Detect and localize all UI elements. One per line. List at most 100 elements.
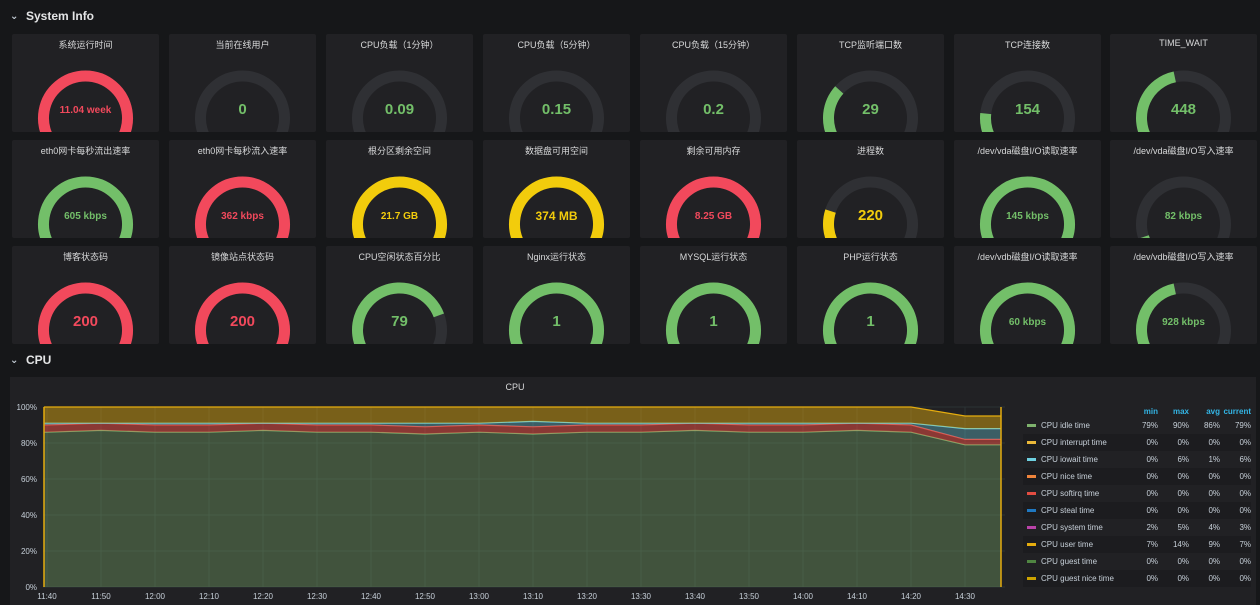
legend-swatch-icon[interactable]: [1027, 492, 1036, 495]
gauge-title[interactable]: 系统运行时间: [58, 40, 113, 50]
legend-swatch-icon[interactable]: [1027, 543, 1036, 546]
legend-swatch-icon[interactable]: [1027, 424, 1036, 427]
gauge-title[interactable]: 当前在线用户: [215, 40, 270, 50]
gauge-panel[interactable]: /dev/vda磁盘I/O读取速率 145 kbps: [954, 140, 1101, 238]
legend-value-max: 0%: [1177, 557, 1189, 566]
gauge-panel[interactable]: TCP连接数 154: [954, 34, 1101, 132]
legend-col-current[interactable]: current: [1223, 406, 1251, 416]
gauge-title[interactable]: 根分区剩余空间: [367, 146, 431, 156]
legend-item[interactable]: CPU system time 2% 5% 4% 3%: [1023, 519, 1251, 536]
gauge-title[interactable]: 博客状态码: [62, 252, 108, 262]
gauge-panel[interactable]: 数据盘可用空间 374 MB: [483, 140, 630, 238]
legend-label: CPU user time: [1041, 540, 1094, 549]
gauge-title[interactable]: 数据盘可用空间: [524, 146, 588, 156]
gauge-title[interactable]: PHP运行状态: [843, 252, 898, 262]
legend-swatch-icon[interactable]: [1027, 475, 1036, 478]
section-header-system-info[interactable]: ⌄ System Info: [10, 6, 94, 26]
gauge-title[interactable]: eth0网卡每秒流出速率: [40, 146, 131, 156]
legend-value-min: 0%: [1146, 506, 1158, 515]
legend-swatch-icon[interactable]: [1027, 577, 1036, 580]
legend-item[interactable]: CPU guest time 0% 0% 0% 0%: [1023, 553, 1251, 570]
gauge-title[interactable]: /dev/vda磁盘I/O读取速率: [977, 146, 1078, 156]
legend-value-current: 6%: [1239, 455, 1251, 464]
gauge-panel[interactable]: PHP运行状态 1: [797, 246, 944, 344]
legend-item[interactable]: CPU softirq time 0% 0% 0% 0%: [1023, 485, 1251, 502]
gauge-panel[interactable]: CPU空闲状态百分比 79: [326, 246, 473, 344]
gauge-panel[interactable]: Nginx运行状态 1: [483, 246, 630, 344]
legend-col-max[interactable]: max: [1172, 406, 1189, 416]
gauge-title[interactable]: Nginx运行状态: [526, 252, 586, 262]
gauge-value-arc: [980, 176, 1075, 238]
legend-value-max: 6%: [1177, 455, 1189, 464]
x-tick-label: 13:10: [523, 592, 544, 601]
gauge-panel[interactable]: 进程数 220: [797, 140, 944, 238]
gauge-value: 11.04 week: [59, 105, 112, 116]
gauge-title[interactable]: CPU负载（1分钟）: [360, 40, 439, 50]
gauge-panel[interactable]: /dev/vda磁盘I/O写入速率 82 kbps: [1110, 140, 1257, 238]
series-area-cpu-idle-time: [44, 430, 1001, 587]
gauge-panel[interactable]: CPU负载（1分钟） 0.09: [326, 34, 473, 132]
legend-item[interactable]: CPU idle time 79% 90% 86% 79%: [1023, 417, 1251, 434]
legend-swatch-icon[interactable]: [1027, 509, 1036, 512]
legend-label: CPU interrupt time: [1041, 438, 1107, 447]
legend-value-avg: 0%: [1208, 506, 1220, 515]
gauge-title[interactable]: eth0网卡每秒流入速率: [197, 146, 288, 156]
gauge-panel[interactable]: eth0网卡每秒流入速率 362 kbps: [169, 140, 316, 238]
cpu-chart[interactable]: 0% 20% 40% 60% 80% 100% 11:40 11:50 12:00 12:10 12…: [10, 377, 1020, 605]
gauge-panel[interactable]: TIME_WAIT 448: [1110, 34, 1257, 132]
gauge-panel[interactable]: CPU负载（5分钟） 0.15: [483, 34, 630, 132]
gauge-panel[interactable]: /dev/vdb磁盘I/O读取速率 60 kbps: [954, 246, 1101, 344]
gauge-panel[interactable]: TCP监听端口数 29: [797, 34, 944, 132]
legend-value-min: 2%: [1146, 523, 1158, 532]
legend-swatch-icon[interactable]: [1027, 441, 1036, 444]
section-header-cpu[interactable]: ⌄ CPU: [10, 350, 51, 370]
legend-item[interactable]: CPU steal time 0% 0% 0% 0%: [1023, 502, 1251, 519]
gauge-title[interactable]: CPU负载（15分钟）: [671, 40, 755, 50]
gauge-panel[interactable]: 系统运行时间 11.04 week: [12, 34, 159, 132]
gauge-title[interactable]: CPU空闲状态百分比: [358, 252, 441, 262]
gauge-panel[interactable]: 博客状态码 200: [12, 246, 159, 344]
gauge-title[interactable]: /dev/vdb磁盘I/O读取速率: [977, 252, 1078, 262]
gauge-panel[interactable]: 当前在线用户 0: [169, 34, 316, 132]
gauge-panel[interactable]: MYSQL运行状态 1: [640, 246, 787, 344]
legend-value-min: 0%: [1146, 455, 1158, 464]
legend-swatch-icon[interactable]: [1027, 560, 1036, 563]
gauge-title[interactable]: 镜像站点状态码: [210, 252, 274, 262]
gauge-title[interactable]: CPU负载（5分钟）: [517, 40, 596, 50]
legend-swatch-icon[interactable]: [1027, 458, 1036, 461]
gauge-title[interactable]: TCP监听端口数: [838, 40, 902, 50]
legend-item[interactable]: CPU guest nice time 0% 0% 0% 0%: [1023, 570, 1251, 587]
legend-item[interactable]: CPU interrupt time 0% 0% 0% 0%: [1023, 434, 1251, 451]
gauge-title[interactable]: /dev/vda磁盘I/O写入速率: [1133, 146, 1234, 156]
gauge-panel[interactable]: eth0网卡每秒流出速率 605 kbps: [12, 140, 159, 238]
gauge-title[interactable]: 剩余可用内存: [686, 146, 741, 156]
gauge-panel[interactable]: /dev/vdb磁盘I/O写入速率 928 kbps: [1110, 246, 1257, 344]
gauge-title[interactable]: 进程数: [856, 146, 884, 156]
gauge-panel[interactable]: 镜像站点状态码 200: [169, 246, 316, 344]
legend-label: CPU steal time: [1041, 506, 1095, 515]
gauge-value: 1: [709, 313, 718, 330]
legend-item[interactable]: CPU user time 7% 14% 9% 7%: [1023, 536, 1251, 553]
legend-value-avg: 0%: [1208, 489, 1220, 498]
legend-label: CPU softirq time: [1041, 489, 1100, 498]
gauge-title[interactable]: TIME_WAIT: [1159, 38, 1208, 48]
y-tick-label: 20%: [21, 547, 37, 556]
gauge-dial: [666, 176, 761, 238]
legend-swatch-icon[interactable]: [1027, 526, 1036, 529]
gauge-title[interactable]: MYSQL运行状态: [679, 252, 748, 262]
gauge-panel[interactable]: CPU负载（15分钟） 0.2: [640, 34, 787, 132]
legend-col-min[interactable]: min: [1143, 406, 1158, 416]
gauge-panel[interactable]: 根分区剩余空间 21.7 GB: [326, 140, 473, 238]
gauge-panel[interactable]: 剩余可用内存 8.25 GB: [640, 140, 787, 238]
legend-name: CPU guest time: [1023, 557, 1127, 566]
gauge-value: 448: [1170, 101, 1197, 118]
gauge-title[interactable]: /dev/vdb磁盘I/O写入速率: [1133, 252, 1234, 262]
legend-label: CPU guest nice time: [1041, 574, 1114, 583]
cpu-graph-panel[interactable]: CPU 0% 20% 40% 60% 80% 100% 11:40 11:50 12:00 12:…: [10, 377, 1256, 605]
gauge-dial: [509, 176, 604, 238]
legend-item[interactable]: CPU iowait time 0% 6% 1% 6%: [1023, 451, 1251, 468]
legend-col-avg[interactable]: avg: [1206, 406, 1220, 416]
legend-item[interactable]: CPU nice time 0% 0% 0% 0%: [1023, 468, 1251, 485]
gauge-dial: [823, 282, 918, 344]
gauge-title[interactable]: TCP连接数: [1004, 40, 1050, 50]
